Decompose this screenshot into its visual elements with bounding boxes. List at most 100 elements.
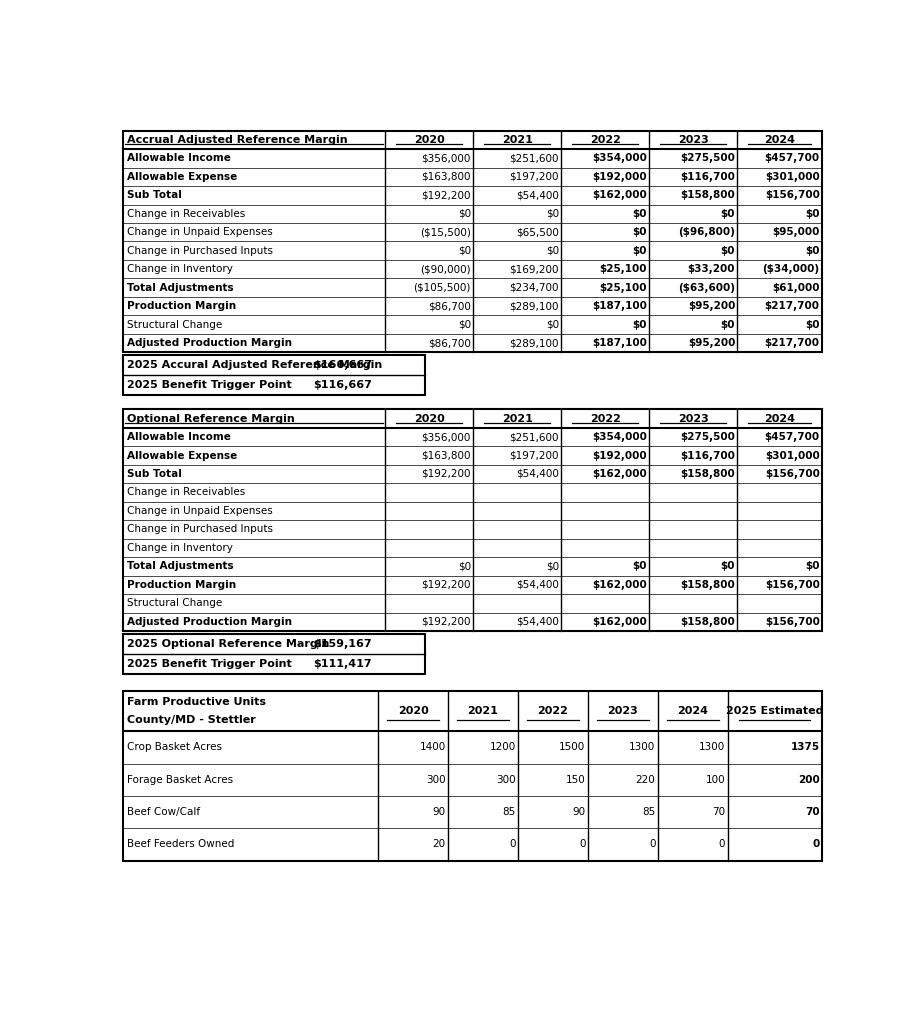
Text: $0: $0 bbox=[458, 209, 471, 219]
Text: $156,700: $156,700 bbox=[765, 580, 820, 590]
Text: Production Margin: Production Margin bbox=[127, 301, 236, 311]
Text: 2021: 2021 bbox=[502, 414, 533, 424]
Text: 0: 0 bbox=[812, 840, 820, 849]
Text: ($15,500): ($15,500) bbox=[420, 227, 471, 238]
Text: $197,200: $197,200 bbox=[510, 172, 559, 182]
Text: $192,000: $192,000 bbox=[593, 172, 647, 182]
Text: $0: $0 bbox=[721, 209, 735, 219]
Text: 2020: 2020 bbox=[414, 135, 444, 144]
Text: 90: 90 bbox=[432, 807, 445, 817]
Text: 0: 0 bbox=[579, 840, 585, 849]
Text: Total Adjustments: Total Adjustments bbox=[127, 283, 233, 293]
Text: $0: $0 bbox=[805, 246, 820, 256]
Text: Change in Purchased Inputs: Change in Purchased Inputs bbox=[127, 246, 273, 256]
Text: 2025 Benefit Trigger Point: 2025 Benefit Trigger Point bbox=[127, 381, 291, 390]
Text: $163,800: $163,800 bbox=[421, 172, 471, 182]
Text: 200: 200 bbox=[798, 775, 820, 784]
Text: ($63,600): ($63,600) bbox=[679, 283, 735, 293]
Text: $54,400: $54,400 bbox=[516, 616, 559, 627]
Text: $0: $0 bbox=[632, 227, 647, 238]
Text: ($96,800): ($96,800) bbox=[679, 227, 735, 238]
Text: $162,000: $162,000 bbox=[592, 616, 647, 627]
Text: $197,200: $197,200 bbox=[510, 451, 559, 461]
Text: $33,200: $33,200 bbox=[688, 264, 735, 274]
Text: Sub Total: Sub Total bbox=[127, 190, 182, 201]
Text: $301,000: $301,000 bbox=[765, 172, 820, 182]
Text: $169,200: $169,200 bbox=[510, 264, 559, 274]
Text: $95,200: $95,200 bbox=[688, 301, 735, 311]
Text: $54,400: $54,400 bbox=[516, 469, 559, 479]
Text: Change in Receivables: Change in Receivables bbox=[127, 209, 245, 219]
Text: $251,600: $251,600 bbox=[510, 154, 559, 163]
Text: 2022: 2022 bbox=[538, 707, 568, 716]
Text: Sub Total: Sub Total bbox=[127, 469, 182, 479]
Text: $289,100: $289,100 bbox=[510, 338, 559, 348]
Text: $187,100: $187,100 bbox=[592, 301, 647, 311]
Text: Structural Change: Structural Change bbox=[127, 319, 222, 330]
Text: 85: 85 bbox=[643, 807, 656, 817]
Text: $0: $0 bbox=[546, 209, 559, 219]
Text: $116,667: $116,667 bbox=[313, 381, 372, 390]
Text: 2023: 2023 bbox=[608, 707, 638, 716]
Text: $0: $0 bbox=[632, 319, 647, 330]
Text: $192,200: $192,200 bbox=[421, 580, 471, 590]
Text: ($90,000): ($90,000) bbox=[420, 264, 471, 274]
Text: $166,667: $166,667 bbox=[313, 360, 372, 371]
Text: $116,700: $116,700 bbox=[680, 172, 735, 182]
Text: Allowable Expense: Allowable Expense bbox=[127, 451, 237, 461]
Text: 20: 20 bbox=[432, 840, 445, 849]
Text: Adjusted Production Margin: Adjusted Production Margin bbox=[127, 616, 292, 627]
Text: Beef Feeders Owned: Beef Feeders Owned bbox=[127, 840, 234, 849]
Text: $54,400: $54,400 bbox=[516, 580, 559, 590]
Text: Forage Basket Acres: Forage Basket Acres bbox=[127, 775, 233, 784]
Text: 150: 150 bbox=[566, 775, 585, 784]
Text: $251,600: $251,600 bbox=[510, 432, 559, 442]
Text: 2022: 2022 bbox=[590, 135, 621, 144]
Text: $86,700: $86,700 bbox=[428, 301, 471, 311]
Text: 2024: 2024 bbox=[678, 707, 708, 716]
Text: 1375: 1375 bbox=[790, 742, 820, 753]
Text: $0: $0 bbox=[546, 246, 559, 256]
Text: Change in Inventory: Change in Inventory bbox=[127, 264, 232, 274]
Text: $289,100: $289,100 bbox=[510, 301, 559, 311]
Text: $156,700: $156,700 bbox=[765, 469, 820, 479]
Text: Total Adjustments: Total Adjustments bbox=[127, 561, 233, 571]
Text: $0: $0 bbox=[632, 246, 647, 256]
Text: 1400: 1400 bbox=[420, 742, 445, 753]
Text: 2024: 2024 bbox=[764, 135, 796, 144]
Text: 85: 85 bbox=[502, 807, 515, 817]
Bar bbox=[123, 410, 822, 631]
Text: $158,800: $158,800 bbox=[680, 190, 735, 201]
Text: $0: $0 bbox=[805, 319, 820, 330]
Text: 2024: 2024 bbox=[764, 414, 796, 424]
Text: 1300: 1300 bbox=[629, 742, 656, 753]
Text: $0: $0 bbox=[458, 561, 471, 571]
Text: ($105,500): ($105,500) bbox=[414, 283, 471, 293]
Text: $0: $0 bbox=[546, 319, 559, 330]
Text: $217,700: $217,700 bbox=[764, 338, 820, 348]
Text: $275,500: $275,500 bbox=[680, 154, 735, 163]
Text: $192,200: $192,200 bbox=[421, 616, 471, 627]
Text: $457,700: $457,700 bbox=[764, 432, 820, 442]
Text: $162,000: $162,000 bbox=[592, 580, 647, 590]
Text: 2025 Accural Adjusted Reference Margin: 2025 Accural Adjusted Reference Margin bbox=[127, 360, 382, 371]
Text: $25,100: $25,100 bbox=[599, 283, 647, 293]
Text: $95,200: $95,200 bbox=[688, 338, 735, 348]
Text: $192,200: $192,200 bbox=[421, 469, 471, 479]
Text: 2020: 2020 bbox=[397, 707, 429, 716]
Bar bbox=[123, 355, 425, 395]
Text: $162,000: $162,000 bbox=[592, 190, 647, 201]
Text: $0: $0 bbox=[458, 246, 471, 256]
Text: $356,000: $356,000 bbox=[421, 154, 471, 163]
Text: 0: 0 bbox=[509, 840, 515, 849]
Text: $0: $0 bbox=[805, 209, 820, 219]
Text: $354,000: $354,000 bbox=[592, 432, 647, 442]
Text: 2022: 2022 bbox=[590, 414, 621, 424]
Text: $234,700: $234,700 bbox=[510, 283, 559, 293]
Text: 1500: 1500 bbox=[560, 742, 585, 753]
Text: Allowable Income: Allowable Income bbox=[127, 432, 230, 442]
Text: 300: 300 bbox=[426, 775, 445, 784]
Text: $0: $0 bbox=[721, 561, 735, 571]
Text: $192,200: $192,200 bbox=[421, 190, 471, 201]
Text: $0: $0 bbox=[632, 209, 647, 219]
